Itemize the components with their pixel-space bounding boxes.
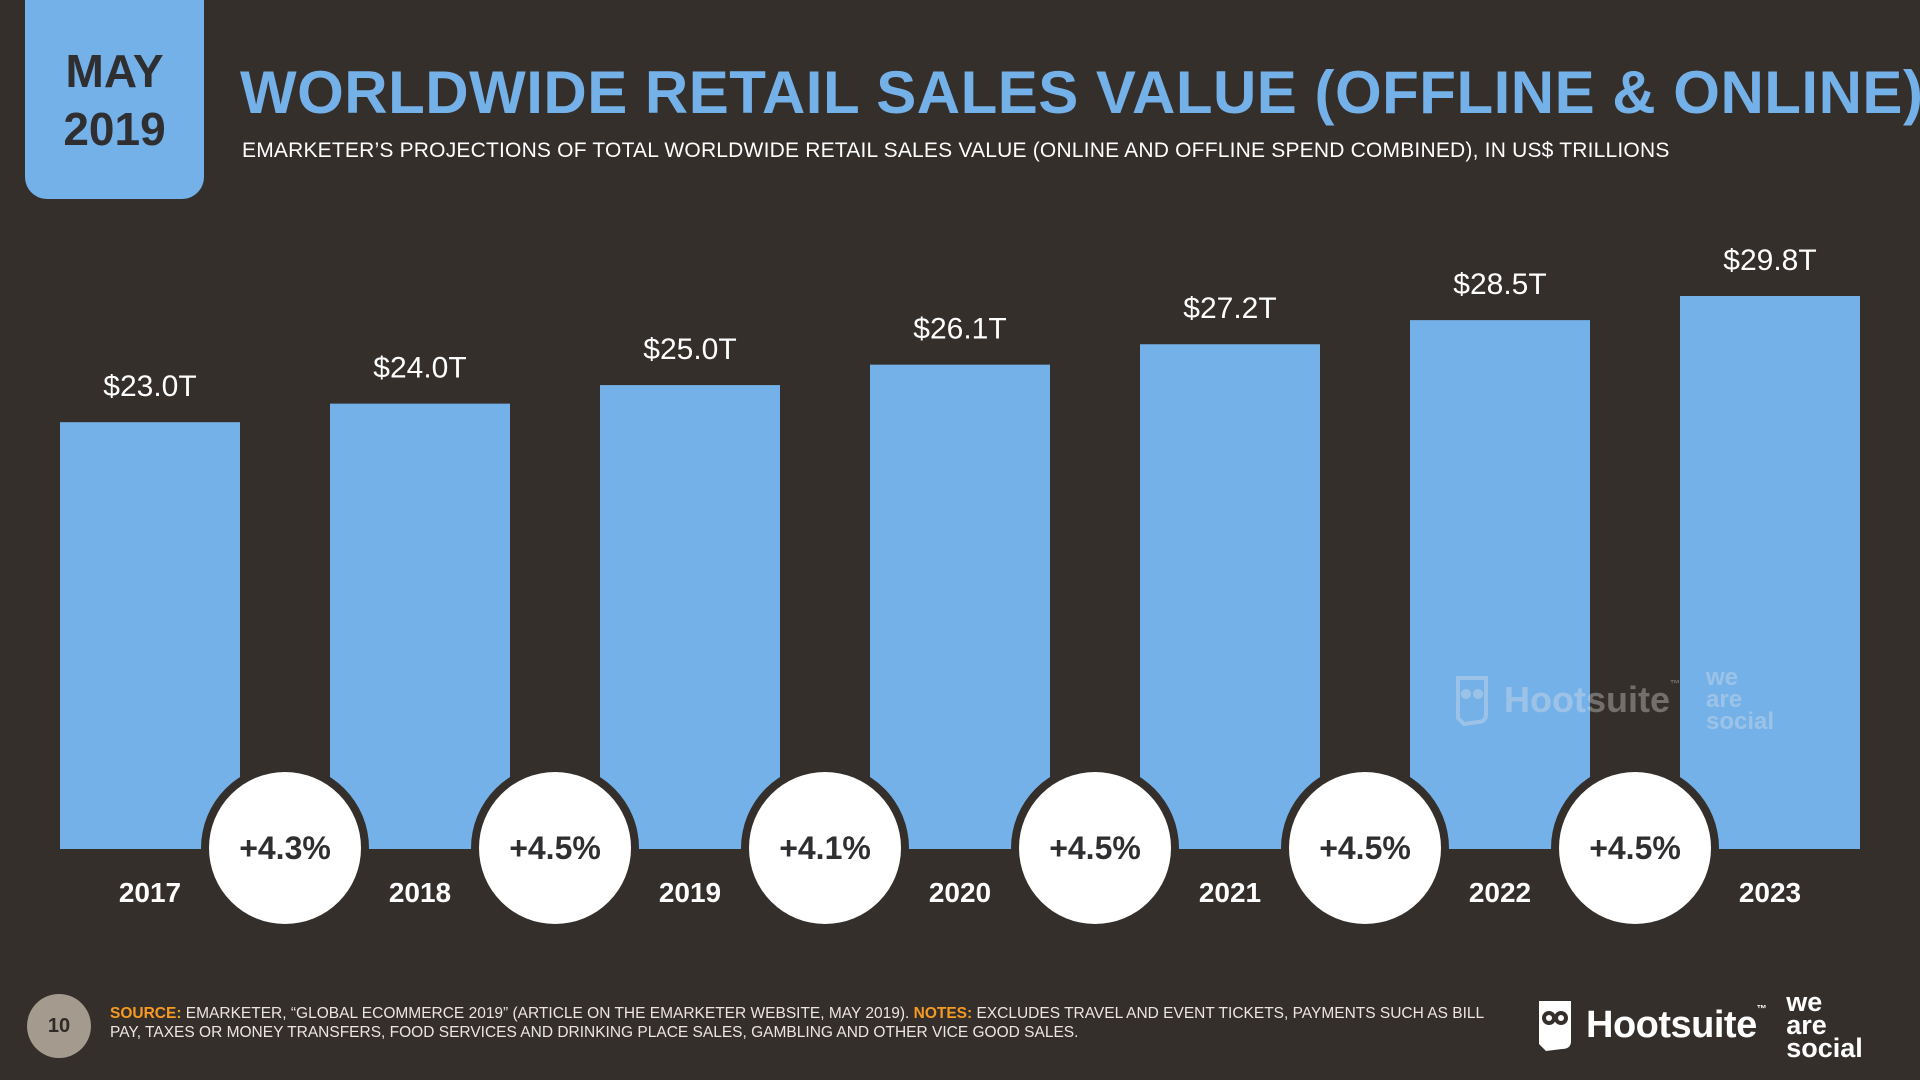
bar [1410, 320, 1590, 850]
growth-circle [479, 772, 631, 924]
brand-name-text: Hootsuite [1586, 1003, 1757, 1046]
bar [1140, 344, 1320, 849]
page-title: WORLDWIDE RETAIL SALES VALUE (OFFLINE & … [240, 59, 1920, 126]
growth-circle [1289, 772, 1441, 924]
growth-label: +4.5% [509, 830, 601, 866]
date-year: 2019 [63, 102, 166, 155]
growth-label: +4.1% [779, 830, 871, 866]
date-badge: MAY 2019 [25, 0, 204, 199]
watermark-partner-line: we [1706, 664, 1739, 691]
brand-trademark: ™ [1756, 1003, 1767, 1015]
watermark-brand-name: Hootsuite [1504, 679, 1670, 720]
watermark-trademark: ™ [1670, 679, 1680, 690]
page-number: 10 [27, 994, 91, 1058]
bar [870, 364, 1050, 849]
partner-logo-line: we [1786, 986, 1823, 1017]
growth-label: +4.5% [1589, 830, 1681, 866]
growth-label: +4.5% [1049, 830, 1141, 866]
bar [330, 403, 510, 849]
brand-logo: Hootsuite™ we are social [1534, 985, 1914, 1065]
x-tick-label: 2020 [929, 877, 991, 908]
date-month: MAY [65, 44, 164, 97]
bar-value-label: $27.2T [1183, 292, 1276, 325]
source-text: EMARKETER, “GLOBAL ECOMMERCE 2019” (ARTI… [185, 1005, 910, 1022]
growth-label: +4.5% [1319, 830, 1411, 866]
owl-icon [1539, 1001, 1571, 1051]
watermark: Hootsuite™ we are social [1452, 660, 1832, 740]
brand-name: Hootsuite™ [1586, 1003, 1767, 1047]
partner-logo: we are social [1786, 986, 1863, 1063]
source-label: SOURCE: [110, 1005, 182, 1022]
x-tick-label: 2019 [659, 877, 721, 908]
partner-logo-line: are [1786, 1009, 1827, 1040]
bar-value-label: $28.5T [1453, 268, 1546, 301]
x-tick-label: 2023 [1739, 877, 1801, 908]
x-tick-label: 2021 [1199, 877, 1261, 908]
page-subtitle: EMARKETER’S PROJECTIONS OF TOTAL WORLDWI… [242, 139, 1670, 162]
growth-circle [749, 772, 901, 924]
growth-circle [1559, 772, 1711, 924]
watermark-partner-line: social [1706, 708, 1775, 735]
bar [60, 422, 240, 849]
bar-value-label: $23.0T [103, 370, 196, 403]
x-tick-label: 2017 [119, 877, 181, 908]
owl-icon [1456, 676, 1488, 726]
growth-circle [1019, 772, 1171, 924]
bar-chart: $23.0T 2017 $24.0T 2018 $25.0T 2019 $26.1T 2020… [60, 244, 1860, 924]
x-tick-label: 2018 [389, 877, 451, 908]
footer-note: SOURCE: EMARKETER, “GLOBAL ECOMMERCE 201… [110, 1004, 1500, 1042]
watermark-partner: we are social [1706, 664, 1775, 735]
bar-value-label: $25.0T [643, 333, 736, 366]
bar [1680, 296, 1860, 849]
bar [600, 385, 780, 849]
bar-value-label: $24.0T [373, 352, 466, 385]
growth-circle [209, 772, 361, 924]
partner-logo-line: social [1786, 1032, 1863, 1063]
notes-label: NOTES: [913, 1005, 973, 1022]
growth-label: +4.3% [239, 830, 331, 866]
bar-value-label: $26.1T [913, 313, 1006, 346]
watermark-partner-line: are [1706, 686, 1743, 713]
watermark-brand: Hootsuite™ [1504, 679, 1680, 721]
notes-text: EXCLUDES TRAVEL AND EVENT TICKETS, PAYME… [110, 1005, 1484, 1041]
bar-value-label: $29.8T [1723, 244, 1816, 277]
x-tick-label: 2022 [1469, 877, 1531, 908]
